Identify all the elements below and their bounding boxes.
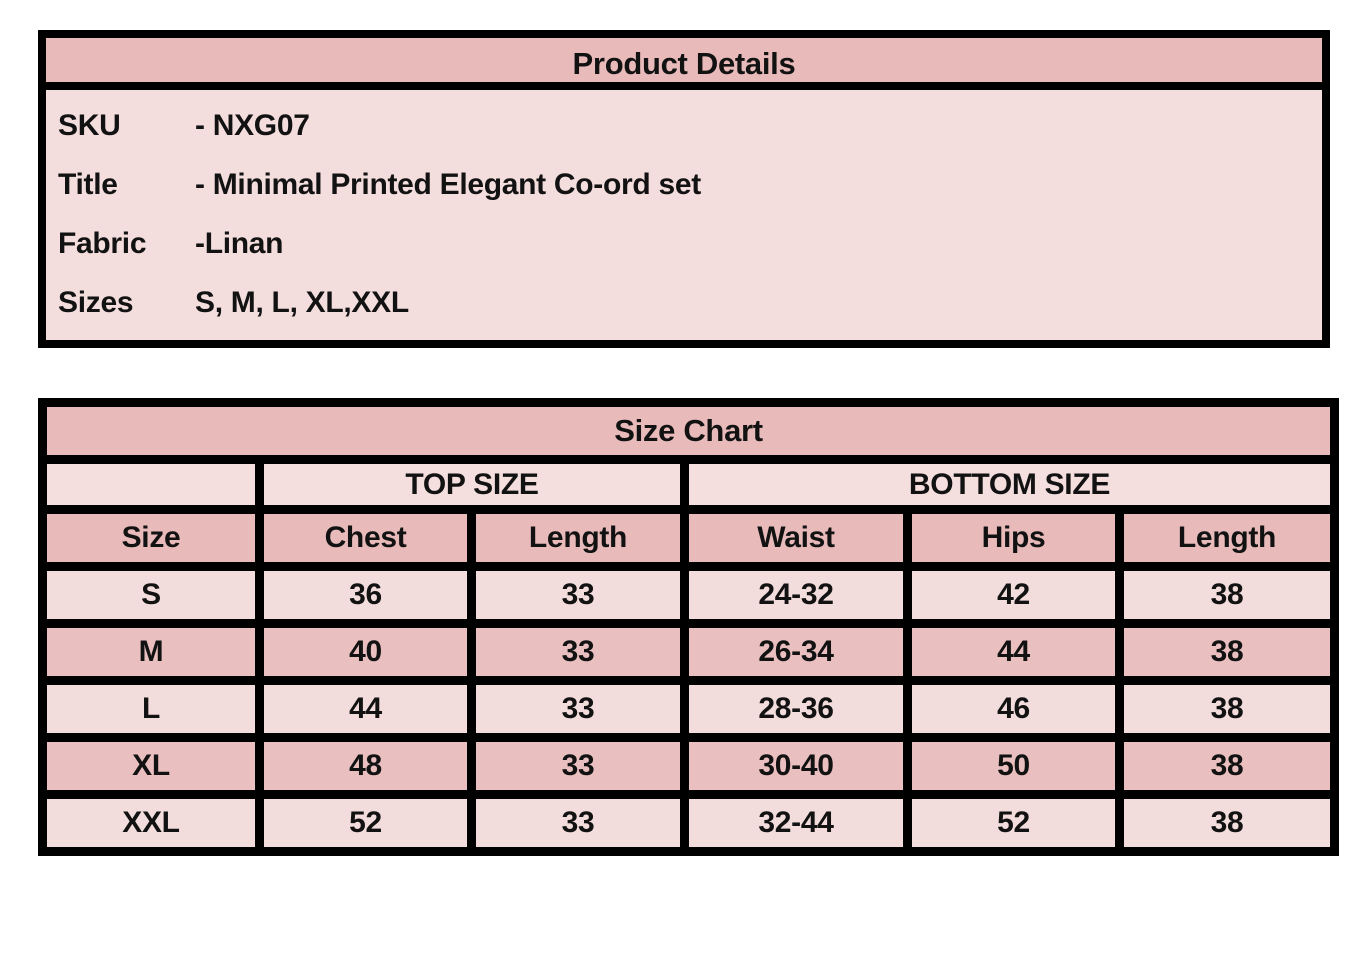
column-header-chest: Chest [255, 505, 476, 571]
waist-cell: 30-40 [680, 733, 912, 799]
sku-value: - NXG07 [195, 108, 310, 142]
top-length-cell: 33 [467, 733, 689, 799]
bottom-length-cell: 38 [1114, 790, 1340, 856]
size-chart-table: Size Chart TOP SIZE BOTTOM SIZE Size Che… [37, 398, 1340, 856]
size-row-xxl: XXL 52 33 32-44 52 38 [38, 790, 1340, 856]
fabric-value: -Linan [195, 226, 284, 260]
size-chart-title-row: Size Chart [37, 398, 1340, 464]
size-cell: M [38, 619, 264, 685]
product-detail-row-sizes: Sizes S, M, L, XL,XXL [58, 273, 1308, 332]
blank-corner-cell [38, 455, 264, 514]
hips-cell: 50 [903, 733, 1124, 799]
hips-cell: 52 [903, 790, 1124, 856]
size-cell: XXL [38, 790, 264, 856]
fabric-label: Fabric [58, 226, 147, 260]
title-value: - Minimal Printed Elegant Co-ord set [195, 167, 701, 201]
size-row-xl: XL 48 33 30-40 50 38 [38, 733, 1340, 799]
top-size-group-header: TOP SIZE [255, 455, 689, 514]
product-detail-row-title: Title - Minimal Printed Elegant Co-ord s… [58, 155, 1308, 214]
size-chart-group-header-row: TOP SIZE BOTTOM SIZE [38, 455, 1340, 514]
waist-cell: 28-36 [680, 676, 912, 742]
product-details-body: SKU - NXG07 Title - Minimal Printed Eleg… [46, 90, 1322, 340]
size-chart-title: Size Chart [37, 398, 1340, 464]
column-header-waist: Waist [680, 505, 912, 571]
top-length-cell: 33 [467, 790, 689, 856]
top-length-cell: 33 [467, 562, 689, 628]
size-row-l: L 44 33 28-36 46 38 [38, 676, 1340, 742]
size-chart-column-header-row: Size Chest Length Waist Hips Length [38, 505, 1340, 571]
size-cell: S [38, 562, 264, 628]
top-length-cell: 33 [467, 619, 689, 685]
column-header-bottom-length: Length [1114, 505, 1340, 571]
chest-cell: 52 [255, 790, 476, 856]
size-cell: XL [38, 733, 264, 799]
chest-cell: 44 [255, 676, 476, 742]
bottom-length-cell: 38 [1114, 562, 1340, 628]
title-label: Title [58, 167, 118, 201]
column-header-hips: Hips [903, 505, 1124, 571]
hips-cell: 42 [903, 562, 1124, 628]
product-detail-row-sku: SKU - NXG07 [58, 96, 1308, 155]
sku-label: SKU [58, 108, 121, 142]
waist-cell: 32-44 [680, 790, 912, 856]
chest-cell: 36 [255, 562, 476, 628]
bottom-length-cell: 38 [1114, 676, 1340, 742]
bottom-length-cell: 38 [1114, 619, 1340, 685]
top-length-cell: 33 [467, 676, 689, 742]
product-detail-row-fabric: Fabric -Linan [58, 214, 1308, 273]
bottom-size-group-header: BOTTOM SIZE [679, 455, 1340, 514]
hips-cell: 44 [903, 619, 1124, 685]
hips-cell: 46 [903, 676, 1124, 742]
column-header-size: Size [38, 505, 264, 571]
column-header-top-length: Length [467, 505, 689, 571]
size-row-m: M 40 33 26-34 44 38 [38, 619, 1340, 685]
size-cell: L [38, 676, 264, 742]
sizes-label: Sizes [58, 285, 134, 319]
bottom-length-cell: 38 [1114, 733, 1340, 799]
sizes-value: S, M, L, XL,XXL [195, 285, 409, 319]
waist-cell: 24-32 [680, 562, 912, 628]
size-row-s: S 36 33 24-32 42 38 [38, 562, 1340, 628]
chest-cell: 48 [255, 733, 476, 799]
chest-cell: 40 [255, 619, 476, 685]
waist-cell: 26-34 [680, 619, 912, 685]
product-details-table: Product Details SKU - NXG07 Title - Mini… [38, 30, 1330, 348]
product-details-title: Product Details [46, 38, 1322, 90]
